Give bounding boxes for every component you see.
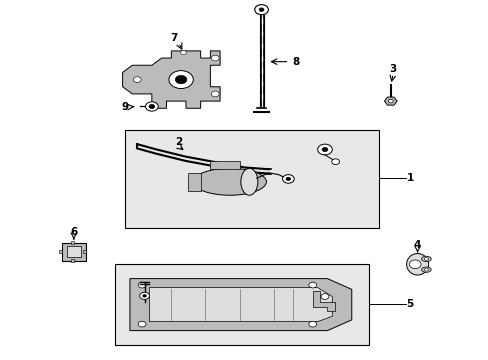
Circle shape [133,77,141,82]
Ellipse shape [241,168,257,195]
Ellipse shape [421,256,430,262]
Polygon shape [149,288,331,321]
Ellipse shape [193,168,266,195]
Circle shape [424,257,427,260]
Circle shape [180,50,186,55]
Bar [71,241,74,244]
Circle shape [331,159,339,165]
Bar [188,173,200,191]
Bar [210,161,239,168]
Text: 5: 5 [406,299,413,309]
Circle shape [138,321,146,327]
Bar [83,250,86,253]
Bar [66,246,81,257]
Circle shape [322,147,327,152]
Bar [71,259,74,262]
Circle shape [387,99,392,103]
Circle shape [285,177,290,181]
Polygon shape [130,279,351,330]
Circle shape [138,282,146,288]
Circle shape [424,268,427,271]
Text: 2: 2 [175,138,182,147]
Circle shape [317,144,331,155]
Text: 7: 7 [170,33,177,43]
Bar [115,264,368,345]
Circle shape [254,5,268,15]
Circle shape [259,8,264,12]
Bar [59,250,61,253]
Text: 6: 6 [70,227,77,237]
Polygon shape [122,51,220,108]
Bar [61,243,86,261]
Text: 4: 4 [413,239,421,249]
Circle shape [408,260,420,269]
Bar [125,130,378,228]
Text: 3: 3 [389,64,396,74]
Circle shape [211,91,219,97]
Circle shape [211,55,219,61]
Circle shape [175,75,186,84]
Text: 8: 8 [291,57,299,67]
Ellipse shape [406,253,427,275]
Circle shape [149,104,155,109]
Circle shape [168,71,193,89]
Text: 1: 1 [406,173,413,183]
Ellipse shape [421,267,430,273]
Circle shape [321,294,328,300]
Circle shape [282,175,294,183]
Polygon shape [384,97,396,105]
Polygon shape [312,291,334,311]
Circle shape [308,321,316,327]
Circle shape [140,292,149,300]
Text: 9: 9 [121,102,128,112]
Circle shape [308,282,316,288]
Circle shape [145,102,158,111]
Circle shape [142,294,146,297]
